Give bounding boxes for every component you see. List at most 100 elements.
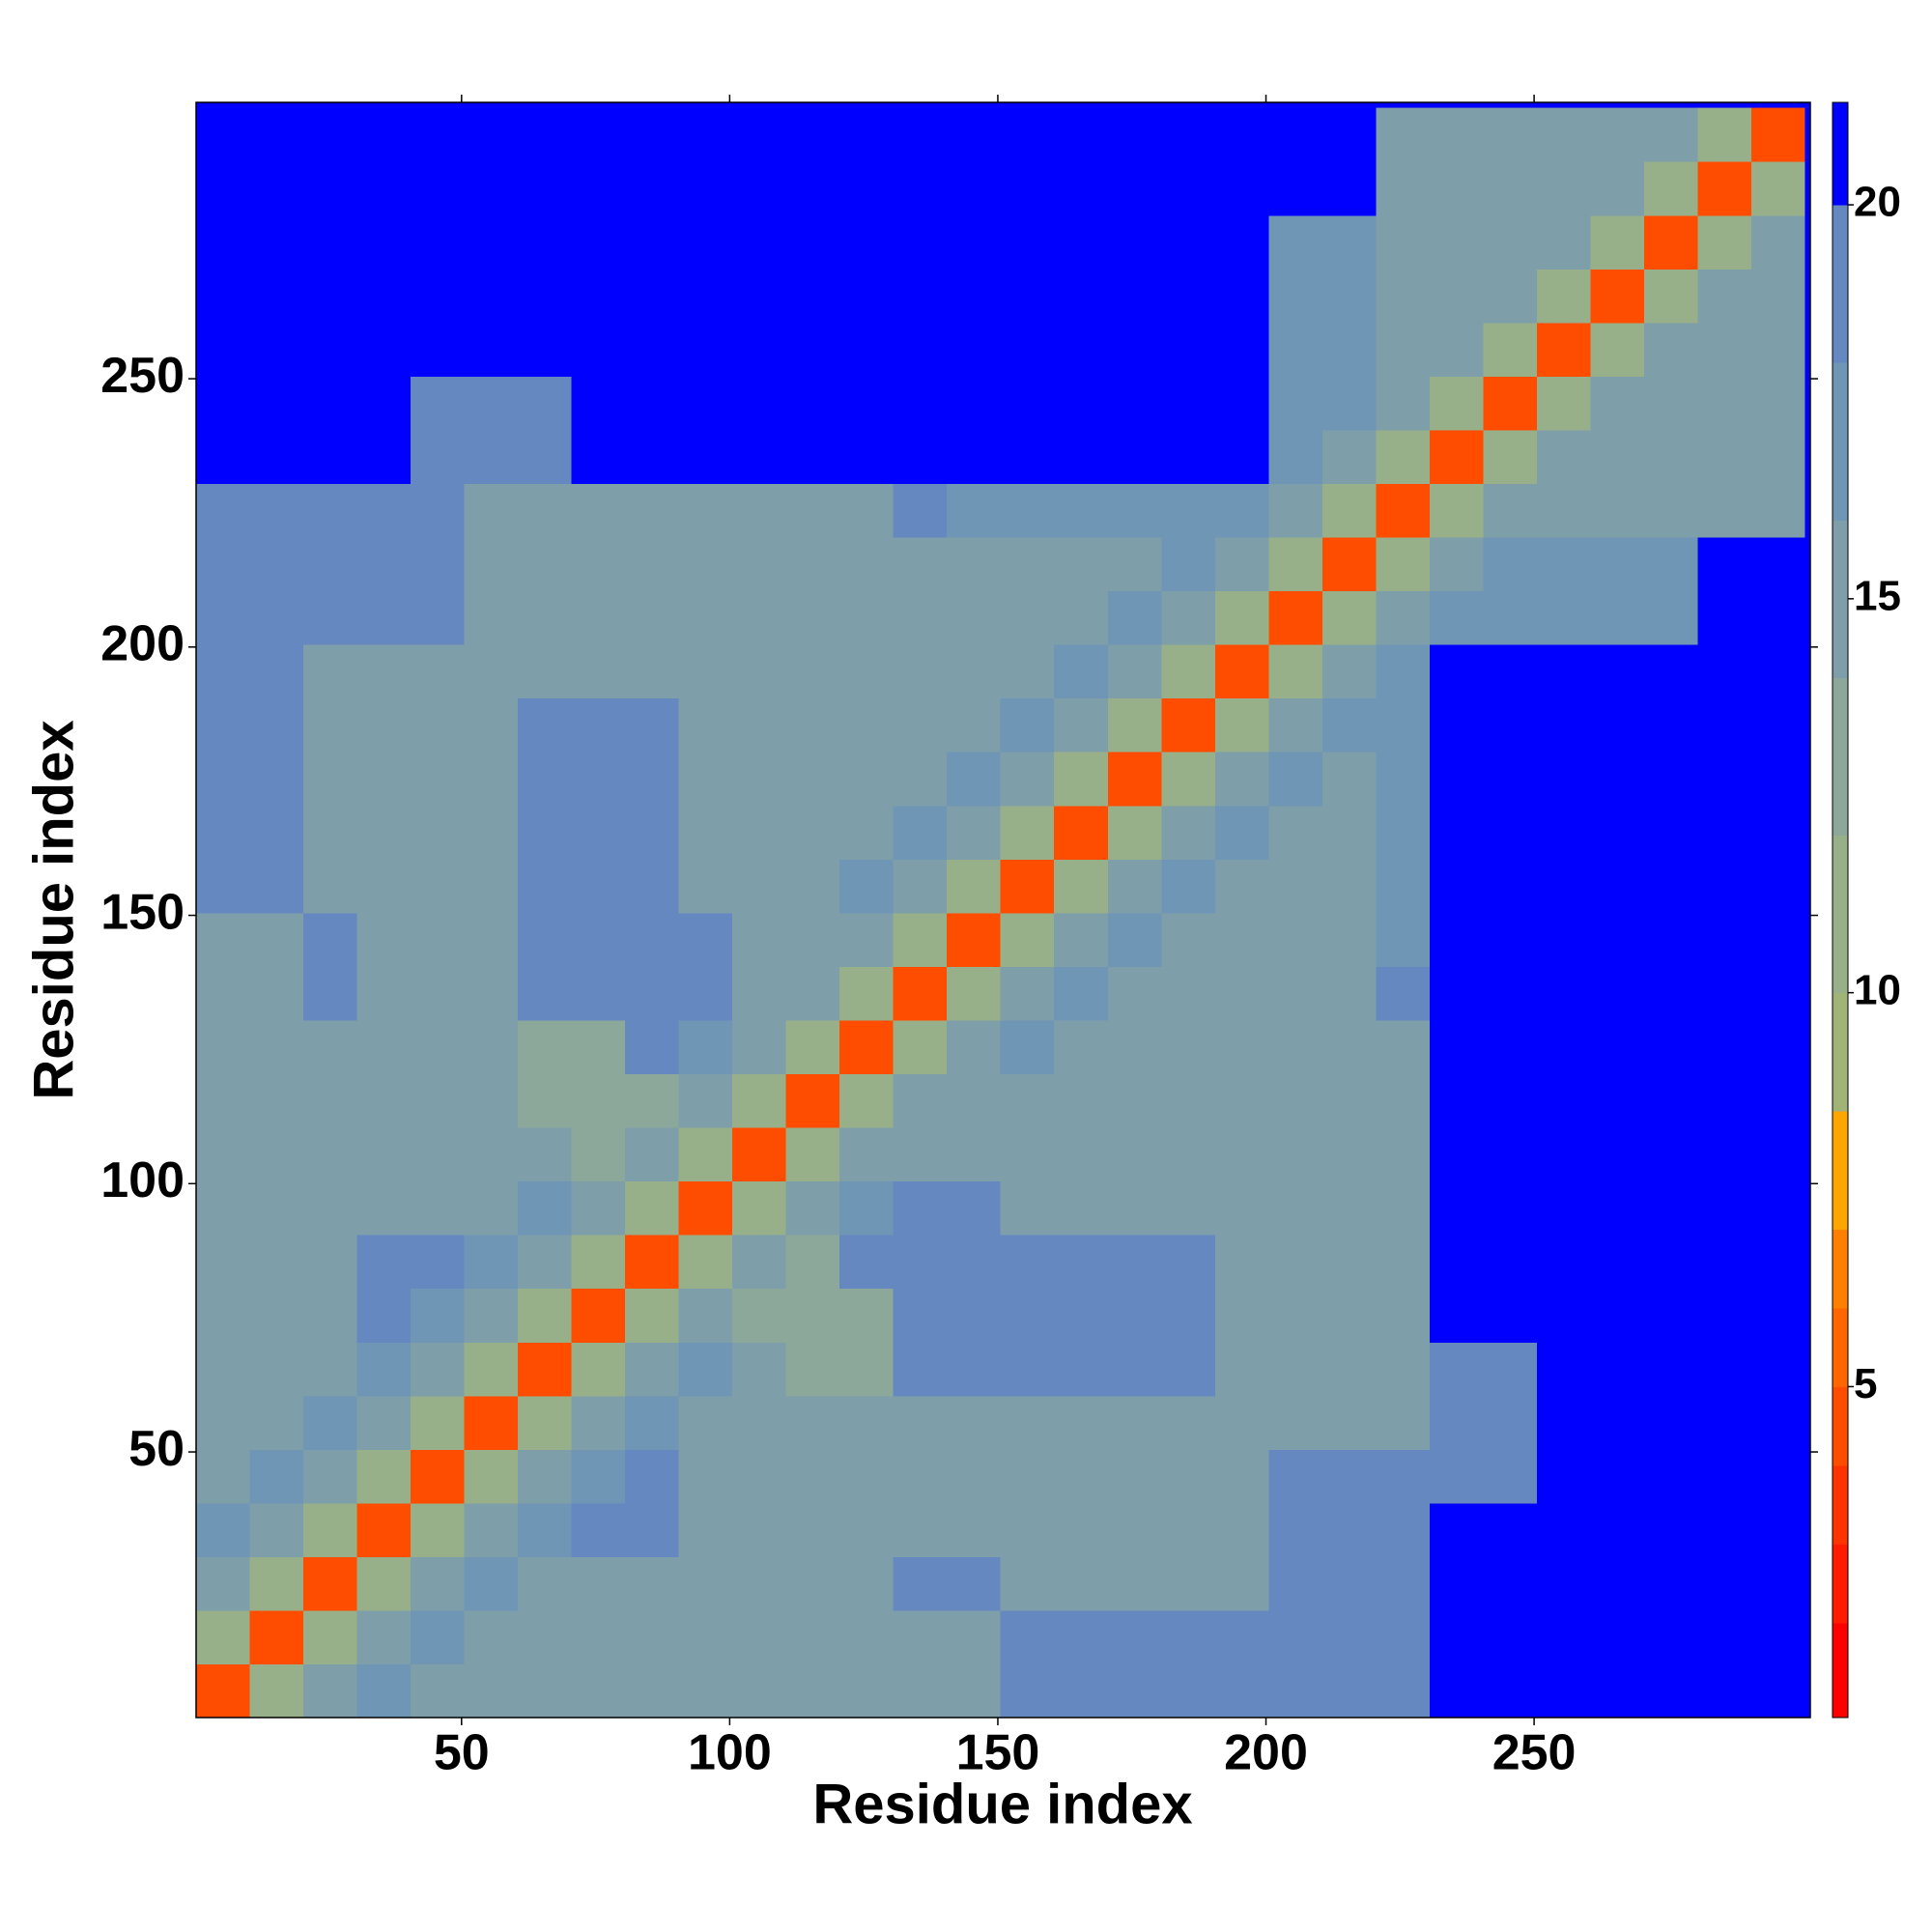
cell <box>678 1126 733 1182</box>
cell <box>411 376 466 431</box>
cell <box>1536 1288 1591 1343</box>
cell <box>1643 1126 1699 1182</box>
cell <box>518 376 573 431</box>
cell <box>411 429 466 484</box>
cell <box>1054 1609 1109 1665</box>
cell <box>839 1288 895 1343</box>
cell <box>1161 590 1216 645</box>
cell <box>1643 644 1699 699</box>
cell <box>1590 1235 1645 1290</box>
cell <box>356 1235 412 1290</box>
cell <box>1697 429 1752 484</box>
cell <box>1590 1126 1645 1182</box>
cell <box>1107 536 1162 592</box>
cell <box>464 1556 519 1611</box>
cell <box>1590 161 1645 216</box>
cell <box>839 1235 895 1290</box>
cell <box>1429 1073 1484 1128</box>
cell <box>1321 1019 1377 1075</box>
cell <box>1161 1180 1216 1236</box>
cell <box>411 322 466 377</box>
cell <box>1161 1449 1216 1504</box>
cell <box>1750 376 1806 431</box>
cell <box>196 1556 251 1611</box>
cell <box>1376 1663 1431 1719</box>
cell <box>947 1288 1002 1343</box>
cell <box>1107 1449 1162 1504</box>
cell <box>1054 859 1109 914</box>
cell <box>1643 752 1699 807</box>
cell <box>1750 483 1806 538</box>
cell <box>893 805 948 860</box>
cell <box>464 859 519 914</box>
cell <box>249 697 304 753</box>
cell <box>1750 1235 1806 1290</box>
cell <box>356 1126 412 1182</box>
cell <box>1697 644 1752 699</box>
cell <box>732 1235 787 1290</box>
cell <box>464 912 519 967</box>
cell <box>1268 1663 1323 1719</box>
cell <box>678 269 733 324</box>
cell <box>571 269 626 324</box>
cell <box>678 697 733 753</box>
cell <box>1000 1663 1055 1719</box>
cell <box>1214 1235 1269 1290</box>
cell <box>249 805 304 860</box>
cell <box>1000 1126 1055 1182</box>
cell <box>1214 1019 1269 1075</box>
cell <box>1107 644 1162 699</box>
cell <box>1483 322 1538 377</box>
cell <box>571 1126 626 1182</box>
cell <box>785 536 840 592</box>
cell <box>1214 1663 1269 1719</box>
cell <box>249 1288 304 1343</box>
cell <box>1429 1342 1484 1397</box>
cell <box>839 1556 895 1611</box>
cell <box>1536 1126 1591 1182</box>
cell <box>571 214 626 270</box>
cell <box>1590 322 1645 377</box>
cell <box>1590 1288 1645 1343</box>
cell <box>839 1019 895 1075</box>
cell <box>893 376 948 431</box>
cell <box>1214 1556 1269 1611</box>
cell <box>464 1180 519 1236</box>
cell <box>1214 1449 1269 1504</box>
cell <box>411 536 466 592</box>
cell <box>1376 322 1431 377</box>
cell <box>625 966 680 1021</box>
cell <box>249 1502 304 1557</box>
cell <box>1376 1556 1431 1611</box>
plot-padding <box>196 102 1810 108</box>
cell <box>1321 214 1377 270</box>
cell <box>1268 376 1323 431</box>
cell <box>1483 1609 1538 1665</box>
cell <box>1054 590 1109 645</box>
y-tick-label: 250 <box>100 348 185 404</box>
cell <box>1750 966 1806 1021</box>
cell <box>303 1180 358 1236</box>
cell <box>1376 161 1431 216</box>
cell <box>1429 1180 1484 1236</box>
cell <box>356 1449 412 1504</box>
cell <box>1697 1556 1752 1611</box>
cell <box>1268 322 1323 377</box>
cell <box>303 1288 358 1343</box>
cell <box>196 697 251 753</box>
cell <box>1000 1449 1055 1504</box>
cell <box>1643 322 1699 377</box>
cell <box>893 214 948 270</box>
cell <box>1536 429 1591 484</box>
cell <box>893 1342 948 1397</box>
cell <box>464 805 519 860</box>
cell <box>1268 483 1323 538</box>
cell <box>464 966 519 1021</box>
cell <box>464 1609 519 1665</box>
cell <box>893 322 948 377</box>
cell <box>571 1180 626 1236</box>
cell <box>1000 269 1055 324</box>
cell <box>1590 1609 1645 1665</box>
cell <box>1268 1609 1323 1665</box>
cell <box>1483 1073 1538 1128</box>
